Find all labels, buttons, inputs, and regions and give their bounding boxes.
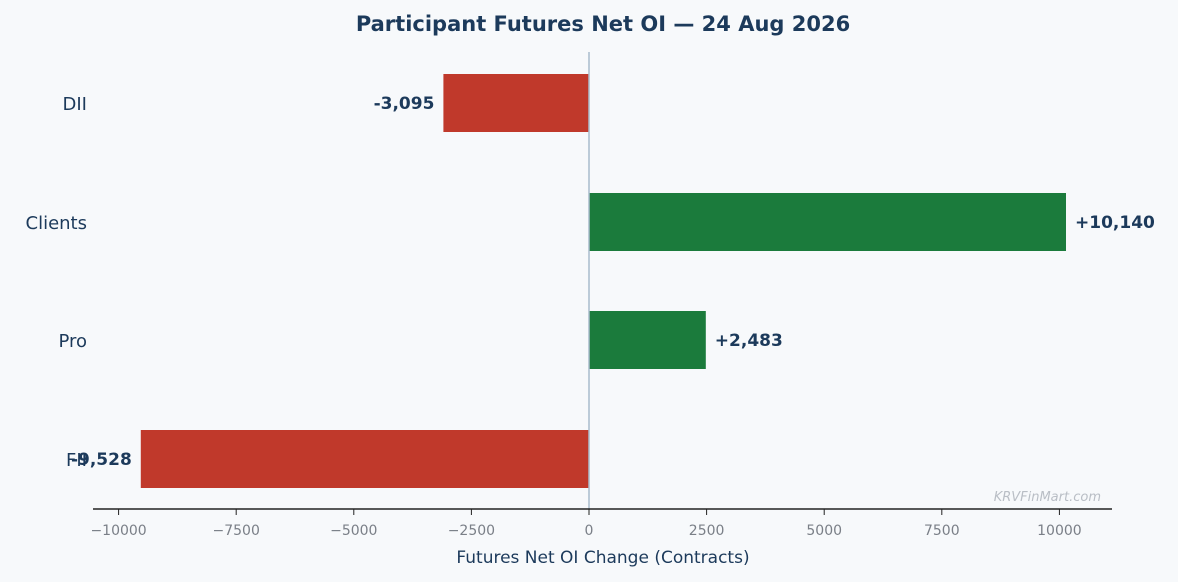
x-tick-label: −2500 <box>448 523 495 539</box>
data-label-clients: +10,140 <box>1075 213 1155 233</box>
category-label-fii: FII <box>66 450 87 471</box>
data-label-dii: -3,095 <box>374 94 435 114</box>
category-label-dii: DII <box>63 94 87 115</box>
bar-dii <box>443 74 589 132</box>
data-label-fii: -9,528 <box>71 450 132 470</box>
x-axis-label: Futures Net OI Change (Contracts) <box>456 548 749 568</box>
watermark: KRVFinMart.com <box>994 490 1101 505</box>
x-tick-label: 10000 <box>1037 523 1082 539</box>
x-tick-label: 0 <box>585 523 594 539</box>
x-tick-label: −10000 <box>90 523 146 539</box>
x-tick-label: 2500 <box>689 523 725 539</box>
x-tick-label: −7500 <box>213 523 260 539</box>
chart-title: Participant Futures Net OI — 24 Aug 2026 <box>356 12 850 36</box>
x-tick-label: −5000 <box>330 523 377 539</box>
x-tick-label: 5000 <box>806 523 842 539</box>
bar-pro <box>589 311 706 369</box>
data-label-pro: +2,483 <box>715 331 783 351</box>
category-label-pro: Pro <box>58 331 87 352</box>
category-labels-group: DII Clients Pro FII <box>26 94 88 471</box>
bar-clients <box>589 193 1066 251</box>
x-ticks-group: −10000 −7500 −5000 −2500 0 2500 5000 7500 10000 <box>90 509 1082 539</box>
bars-group <box>140 74 1066 488</box>
x-tick-label: 7500 <box>924 523 960 539</box>
data-labels-group: -3,095 +10,140 +2,483 -9,528 <box>71 94 1155 470</box>
category-label-clients: Clients <box>26 213 88 234</box>
bar-fii <box>140 430 589 488</box>
